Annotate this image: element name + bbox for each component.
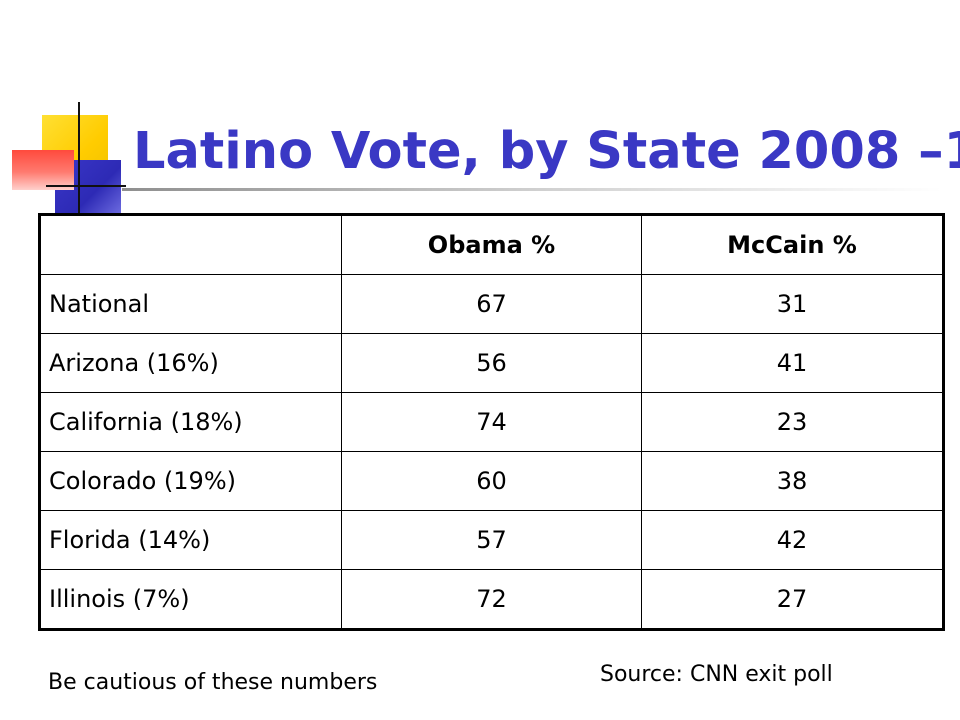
slide-title: Latino Vote, by State 2008 –1 xyxy=(133,122,960,181)
header-obama: Obama % xyxy=(341,214,642,275)
obama-value: 56 xyxy=(341,333,642,393)
row-label: California (18%) xyxy=(39,392,342,452)
mccain-value: 31 xyxy=(641,274,944,334)
mccain-value: 23 xyxy=(641,392,944,452)
table-row: National 67 31 xyxy=(39,274,944,334)
row-label: National xyxy=(39,274,342,334)
header-mccain: McCain % xyxy=(641,214,944,275)
decor-horizontal-line xyxy=(46,185,126,187)
row-label: Arizona (16%) xyxy=(39,333,342,393)
decor-red-square xyxy=(12,150,74,190)
mccain-value: 27 xyxy=(641,569,944,630)
row-label: Colorado (19%) xyxy=(39,451,342,511)
obama-value: 67 xyxy=(341,274,642,334)
caution-note: Be cautious of these numbers xyxy=(48,670,378,695)
table-row: Florida (14%) 57 42 xyxy=(39,510,944,570)
table-row: Colorado (19%) 60 38 xyxy=(39,451,944,511)
decor-vertical-line xyxy=(78,102,80,214)
mccain-value: 41 xyxy=(641,333,944,393)
header-corner-cell xyxy=(39,214,342,275)
row-label: Illinois (7%) xyxy=(39,569,342,630)
table-row: Arizona (16%) 56 41 xyxy=(39,333,944,393)
source-note: Source: CNN exit poll xyxy=(600,662,833,687)
results-table: Obama % McCain % National 67 31 Arizona … xyxy=(38,213,945,631)
mccain-value: 38 xyxy=(641,451,944,511)
mccain-value: 42 xyxy=(641,510,944,570)
obama-value: 60 xyxy=(341,451,642,511)
table-header-row: Obama % McCain % xyxy=(39,214,944,275)
title-underline xyxy=(122,188,942,191)
row-label: Florida (14%) xyxy=(39,510,342,570)
obama-value: 72 xyxy=(341,569,642,630)
table-row: California (18%) 74 23 xyxy=(39,392,944,452)
table-row: Illinois (7%) 72 27 xyxy=(39,569,944,630)
obama-value: 74 xyxy=(341,392,642,452)
obama-value: 57 xyxy=(341,510,642,570)
